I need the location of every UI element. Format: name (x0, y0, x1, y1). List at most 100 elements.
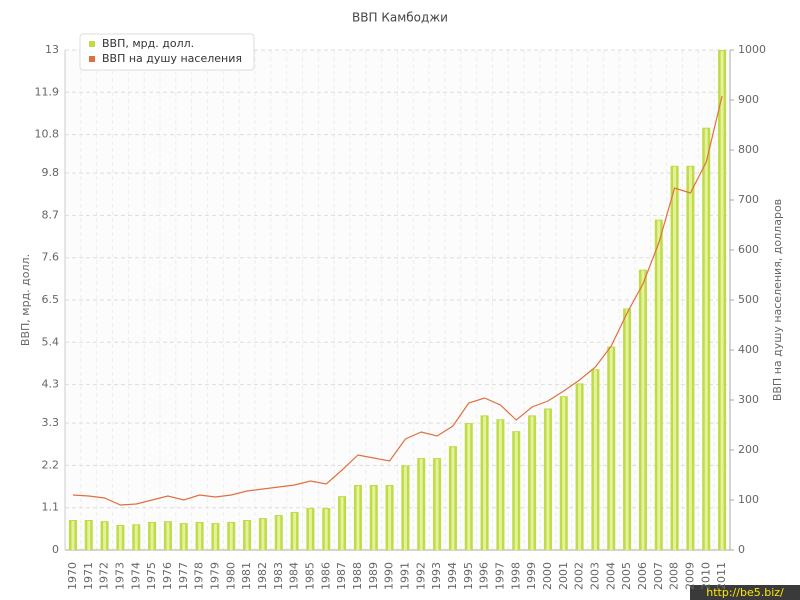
x-tick-label: 1977 (177, 562, 190, 590)
bar-highlight (419, 459, 423, 550)
bar-highlight (657, 220, 661, 550)
y2-tick-label: 100 (738, 493, 759, 506)
y2-tick-label: 300 (738, 393, 759, 406)
x-tick-label: 1979 (208, 562, 221, 590)
x-tick-label: 2000 (541, 562, 554, 590)
x-tick-label: 1987 (335, 562, 348, 590)
bar-highlight (514, 432, 518, 550)
x-tick-label: 1999 (525, 562, 538, 590)
bar-highlight (372, 486, 376, 550)
bar-highlight (609, 347, 613, 550)
bar-highlight (435, 459, 439, 550)
x-tick-label: 1974 (129, 562, 142, 590)
x-tick-label: 1995 (462, 562, 475, 590)
legend-box (79, 33, 255, 71)
bar-highlight (308, 509, 312, 550)
x-tick-label: 1991 (398, 562, 411, 590)
y-tick-label: 9.8 (42, 166, 60, 179)
bar-highlight (403, 466, 407, 550)
y2-tick-label: 800 (738, 143, 759, 156)
y-tick-label: 0 (52, 543, 59, 556)
x-tick-label: 2004 (604, 562, 617, 590)
x-tick-label: 1986 (319, 562, 332, 590)
bar-highlight (356, 486, 360, 550)
x-tick-label: 1973 (113, 562, 126, 590)
y2-axis-label: ВВП на душу населения, долларов (771, 199, 784, 401)
bar-highlight (673, 166, 677, 550)
bar-highlight (688, 166, 692, 550)
bar-highlight (467, 424, 471, 550)
bar-highlight (166, 522, 170, 550)
x-tick-label: 2003 (588, 562, 601, 590)
bar-highlight (324, 509, 328, 550)
x-tick-label: 2007 (652, 562, 665, 590)
y-tick-label: 5.4 (42, 335, 60, 348)
bar-highlight (720, 51, 724, 550)
x-tick-label: 1982 (256, 562, 269, 590)
x-tick-label: 1972 (98, 562, 111, 590)
bar-highlight (213, 524, 217, 550)
x-tick-label: 1975 (145, 562, 158, 590)
bar-highlight (641, 270, 645, 550)
legend-label: ВВП, мрд. долл. (102, 37, 194, 50)
y-tick-label: 8.7 (42, 208, 60, 221)
bar-highlight (562, 397, 566, 550)
x-tick-label: 1976 (161, 562, 174, 590)
line (72, 95, 723, 506)
y-tick-label: 3.3 (42, 416, 60, 429)
x-tick-label: 1992 (414, 562, 427, 590)
bar-highlight (261, 519, 265, 550)
y-tick-label: 10.8 (35, 128, 60, 141)
legend: ВВП, мрд. долл. ВВП на душу населения (79, 33, 255, 71)
x-tick-label: 1997 (493, 562, 506, 590)
y2-tick-label: 900 (738, 93, 759, 106)
bar-highlight (229, 522, 233, 550)
y2-tick-label: 400 (738, 343, 759, 356)
bar-highlight (625, 309, 629, 550)
bar-highlight (134, 525, 138, 550)
x-tick-label: 2001 (557, 562, 570, 590)
legend-swatch (89, 41, 95, 47)
x-tick-label: 1978 (193, 562, 206, 590)
legend-label: ВВП на душу населения (102, 52, 242, 65)
bar-highlight (150, 522, 154, 550)
bar-highlight (530, 416, 534, 550)
x-tick-label: 2009 (683, 562, 696, 590)
bar-highlight (451, 447, 455, 550)
y2-tick-label: 500 (738, 293, 759, 306)
bar-highlight (546, 409, 550, 550)
y-tick-label: 7.6 (42, 251, 60, 264)
bar-highlight (593, 370, 597, 550)
bar-highlight (704, 128, 708, 550)
bar-highlight (483, 416, 487, 550)
x-tick-label: 1993 (430, 562, 443, 590)
bar-highlight (198, 522, 202, 550)
x-tick-label: 1990 (383, 562, 396, 590)
y2-tick-label: 0 (738, 543, 745, 556)
y-axis-label: ВВП, мрд. долл. (19, 254, 32, 346)
x-tick-label: 1985 (303, 562, 316, 590)
bar-highlight (245, 521, 249, 550)
y-tick-label: 11.9 (35, 85, 60, 98)
x-tick-label: 2008 (668, 562, 681, 590)
bar-highlight (87, 521, 91, 550)
bar-highlight (277, 516, 281, 550)
x-tick-label: 2011 (715, 562, 728, 590)
chart-title: ВВП Камбоджи (352, 11, 448, 25)
x-tick-label: 1980 (224, 562, 237, 590)
x-tick-label: 2010 (699, 562, 712, 590)
y2-tick-label: 1000 (738, 43, 766, 56)
x-tick-label: 2005 (620, 562, 633, 590)
bar-highlight (71, 521, 75, 550)
x-tick-label: 2006 (636, 562, 649, 590)
x-tick-label: 1998 (509, 562, 522, 590)
bar-highlight (103, 522, 107, 550)
watermark-bg (690, 585, 800, 600)
x-tick-label: 1970 (66, 562, 79, 590)
x-tick-label: 1981 (240, 562, 253, 590)
y2-tick-label: 700 (738, 193, 759, 206)
y-tick-label: 2.2 (42, 458, 60, 471)
y2-tick-label: 200 (738, 443, 759, 456)
x-tick-label: 1994 (446, 562, 459, 590)
